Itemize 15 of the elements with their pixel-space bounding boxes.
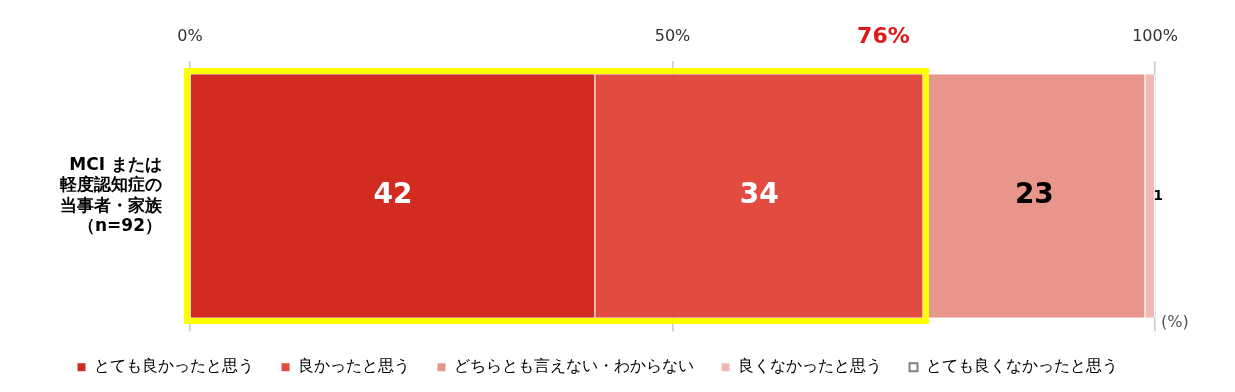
- text: 76%: [857, 23, 910, 49]
- data-label: 23: [1014, 177, 1054, 211]
- x-tick-label: 0%: [177, 26, 203, 46]
- data-label: 42: [373, 177, 413, 211]
- legend-label: 良くなかったと思う: [737, 356, 882, 376]
- legend-label: どちらとも言えない・わからない: [453, 356, 694, 376]
- data-label: 1: [1153, 186, 1163, 203]
- legend-label: 良かったと思う: [297, 356, 410, 376]
- x-tick-label: 50%: [654, 26, 691, 46]
- text: (%): [1161, 312, 1189, 332]
- legend-label: とても良くなかったと思う: [925, 356, 1118, 376]
- y-tick-label: MCI または軽度認知症の当事者・家族（n=92）: [59, 153, 163, 236]
- x-tick-label: 100%: [1132, 26, 1178, 46]
- data-label: 34: [739, 177, 779, 211]
- legend-label: とても良かったと思う: [93, 356, 254, 376]
